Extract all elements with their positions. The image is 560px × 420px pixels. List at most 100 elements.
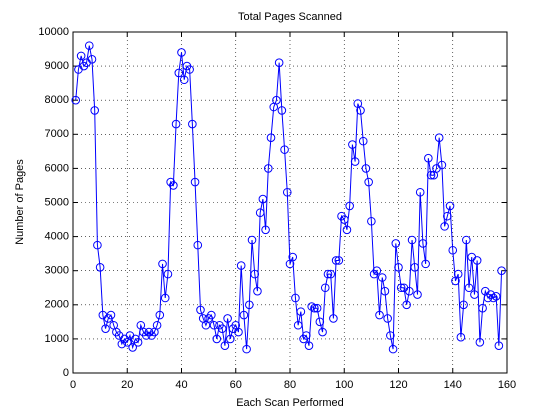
data-point [171,119,181,129]
data-point [207,310,216,320]
data-point [217,324,227,333]
data-point [459,300,468,310]
data-point [212,334,222,344]
x-tick-label: 140 [444,379,462,391]
data-point [95,262,105,272]
data-point [177,48,186,57]
data-point [258,194,268,204]
data-point [169,181,178,190]
data-point [475,338,485,347]
data-point [76,51,86,61]
data-point [448,245,458,255]
data-point [456,332,466,342]
x-axis-label: Each Scan Performed [236,397,344,409]
data-point [440,222,449,231]
data-point [478,303,487,313]
y-tick-label: 6000 [45,162,69,174]
data-point [415,187,425,197]
data-point [282,187,292,197]
data-point [407,235,417,245]
data-point [247,235,257,245]
plot-frame [72,31,508,374]
data-point [160,293,170,303]
data-point [250,269,260,279]
data-point [380,286,390,296]
data-point [402,300,411,310]
data-point [331,256,341,265]
data-point [71,95,81,105]
data-point [274,58,284,67]
data-point [174,68,184,78]
data-point [426,170,436,180]
data-point [117,339,127,349]
y-tick-label: 4000 [45,231,69,243]
data-point [220,341,230,351]
data-point [255,208,265,218]
x-tick-label: 0 [70,379,76,391]
y-tick-label: 0 [63,367,69,379]
data-point [394,262,403,272]
data-point [291,293,300,303]
data-point [421,259,430,269]
data-point [310,303,319,313]
data-point [188,119,197,129]
x-tick-label: 20 [121,379,133,391]
data-point [264,164,273,173]
data-point [367,216,376,226]
data-point [388,344,398,354]
data-point [334,256,344,265]
data-point [84,41,94,50]
y-tick-label: 1000 [45,333,69,345]
x-tick-label: 40 [175,379,187,391]
data-point [364,177,373,187]
data-point [410,262,420,272]
data-point [345,201,354,211]
data-point [318,327,327,337]
data-point [453,269,463,279]
data-point [372,266,382,276]
data-point [87,54,97,64]
data-point [497,266,506,276]
data-point [464,283,474,293]
data-point [470,290,479,299]
data-point [90,106,99,115]
data-point [179,75,189,85]
x-tick-label: 120 [389,379,407,391]
y-tick-label: 3000 [45,265,69,277]
data-point [443,211,452,221]
data-point [312,303,322,313]
data-point [239,310,249,320]
data-point [272,95,281,105]
data-point [356,106,365,115]
data-point [158,259,167,269]
data-point [386,331,395,340]
data-point [339,215,349,224]
data-point [434,133,444,143]
data-point [307,302,317,311]
data-point [293,320,303,330]
data-point [253,286,262,296]
y-tick-label: 8000 [45,94,69,106]
data-point [301,331,311,340]
data-point [133,338,143,347]
data-point [472,256,482,265]
data-point [383,314,392,323]
data-point [163,269,173,279]
data-point [155,310,165,320]
data-point [93,240,102,250]
data-point [234,327,243,337]
data-point [288,252,298,262]
y-tick-label: 7000 [45,128,69,140]
data-point [106,310,116,320]
data-point [329,314,338,323]
data-point [405,286,414,296]
data-point [413,290,422,299]
data-point [391,239,401,248]
x-tick-label: 160 [498,379,516,391]
data-point [193,240,203,250]
data-point [101,324,110,333]
data-point [223,314,232,323]
data-point [375,310,384,320]
